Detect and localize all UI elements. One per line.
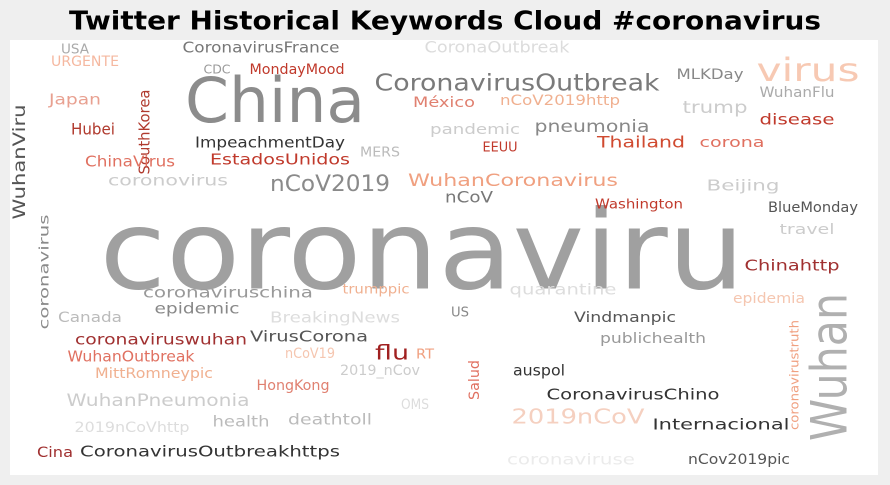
word: Salud	[467, 360, 483, 400]
word: WuhanOutbreak	[68, 348, 195, 366]
word: CoronavirusFrance	[183, 39, 340, 57]
word: CoronavirusOutbreakhttps	[80, 443, 340, 461]
word: trumppic	[343, 283, 410, 298]
word: CoronavirusOutbreak	[375, 71, 661, 97]
word: 2019nCoVhttp	[75, 420, 190, 436]
word: quarantine	[510, 281, 617, 299]
word: VirusCorona	[250, 328, 368, 346]
word: MittRomneypic	[95, 366, 213, 382]
word: Internacional	[653, 416, 790, 434]
word: trump	[683, 98, 748, 118]
word: URGENTE	[51, 54, 119, 70]
word: ImpeachmentDay	[195, 134, 345, 152]
cloud-background	[10, 40, 878, 475]
word: Beijing	[707, 177, 780, 195]
word: RT	[416, 348, 434, 363]
title: Twitter Historical Keywords Cloud #coron…	[69, 7, 821, 37]
word: coronaviru	[100, 186, 745, 314]
word: virus	[757, 51, 860, 89]
word: disease	[760, 111, 835, 129]
word: nCoV2019	[270, 172, 390, 197]
word: nCoV2019http	[500, 93, 620, 109]
word: coronaviruschina	[143, 284, 313, 302]
word: travel	[780, 222, 835, 238]
word: Chinahttp	[745, 257, 840, 275]
word: coronaviruse	[507, 451, 635, 469]
word: CDC	[204, 63, 231, 77]
word: coronavirus	[38, 214, 53, 329]
word: pandemic	[430, 122, 520, 138]
word: nCov2019pic	[688, 452, 790, 468]
word: Washington	[595, 198, 683, 213]
word: USA	[61, 43, 89, 58]
word: OMS	[401, 397, 429, 413]
word: Japan	[48, 91, 101, 109]
word-cloud: coronaviru China Wuhan CoronavirusOutbreak v…	[10, 38, 860, 469]
word: MERS	[360, 146, 400, 161]
word: CoronaOutbreak	[425, 38, 571, 57]
word: CoronavirusChino	[547, 386, 720, 404]
word: BreakingNews	[270, 309, 400, 327]
word: health	[213, 413, 270, 431]
word: epidemic	[155, 300, 240, 318]
word: Canada	[58, 310, 122, 326]
word: WuhanFlu	[760, 85, 835, 101]
word: coronaviruswuhan	[75, 331, 247, 349]
word: 2019_nCov	[340, 363, 420, 379]
word: nCoV19	[285, 346, 335, 362]
word: epidemia	[733, 291, 805, 307]
word: MondayMood	[250, 62, 345, 78]
word: BlueMonday	[768, 200, 858, 216]
word: coronovirus	[108, 172, 228, 190]
word: EEUU	[483, 141, 518, 156]
word: publichealth	[600, 331, 706, 347]
word: coronavirustruth	[788, 320, 802, 430]
word: MLKDay	[677, 67, 744, 83]
word: EstadosUnidos	[210, 151, 350, 169]
word: WuhanViru	[10, 105, 30, 220]
word: 2019nCoV	[512, 405, 645, 429]
word: SouthKorea	[136, 90, 154, 175]
word: Vindmanpic	[574, 310, 676, 326]
word: nCoV	[445, 188, 493, 207]
word: ChinaVirus	[85, 153, 175, 171]
word: Wuhan	[801, 293, 859, 441]
word: flu	[375, 341, 409, 365]
word: corona	[700, 135, 765, 151]
word: HongKong	[257, 378, 330, 394]
word: WuhanPneumonia	[67, 391, 250, 411]
word: US	[451, 306, 469, 321]
word: WuhanCoronavirus	[408, 171, 618, 191]
word: México	[413, 95, 475, 111]
word: China	[185, 64, 365, 137]
word: Thailand	[596, 133, 685, 152]
word: Hubei	[71, 120, 115, 139]
word: auspol	[513, 362, 565, 380]
word: pneumonia	[535, 117, 650, 137]
word: Cina	[37, 445, 73, 461]
word: deathtoll	[288, 411, 372, 429]
